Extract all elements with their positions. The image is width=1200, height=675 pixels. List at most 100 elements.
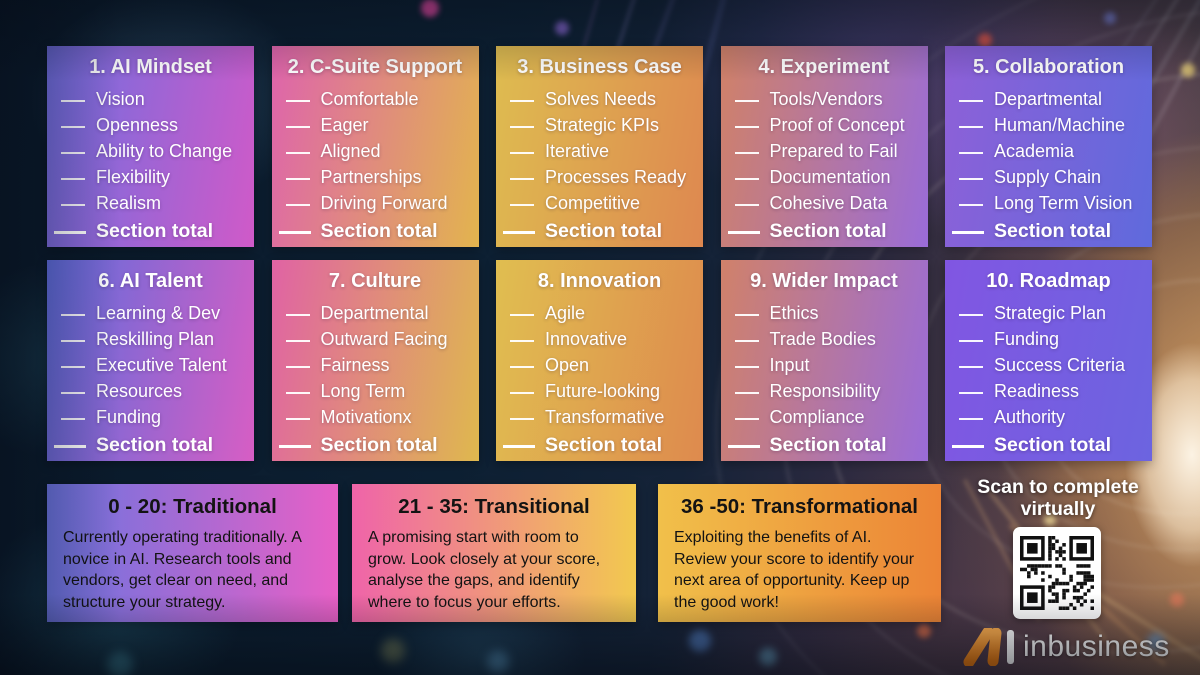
section-total-blank[interactable] — [54, 445, 86, 448]
section-total-blank[interactable] — [503, 445, 535, 448]
score-band-3: 36 -50: Transformational Exploiting the … — [658, 484, 941, 622]
section-total-blank[interactable] — [952, 231, 984, 234]
score-blank[interactable] — [959, 418, 983, 420]
checklist-item-label: Competitive — [545, 193, 641, 213]
checklist-item-label: Readiness — [994, 381, 1080, 401]
score-blank[interactable] — [959, 126, 983, 128]
checklist-item: Funding — [959, 326, 1152, 352]
section-total-blank[interactable] — [727, 445, 760, 448]
section-items: Strategic Plan Funding Success Criteria … — [945, 300, 1152, 430]
score-blank[interactable] — [734, 100, 759, 102]
section-title: 1. AI Mindset — [89, 56, 212, 78]
score-blank[interactable] — [510, 392, 534, 394]
score-blank[interactable] — [61, 100, 85, 102]
section-card-5: 5. Collaboration Departmental Human/Mach… — [945, 46, 1152, 247]
score-blank[interactable] — [61, 314, 85, 316]
score-blank[interactable] — [510, 100, 534, 102]
score-blank[interactable] — [285, 366, 310, 368]
section-total-label: Section total — [96, 220, 214, 242]
score-band-description: Exploiting the benefits of AI. Review yo… — [674, 529, 915, 611]
section-total-blank[interactable] — [727, 231, 760, 234]
score-blank[interactable] — [959, 366, 983, 368]
section-card-7: 7. Culture Departmental Outward Facing F… — [271, 260, 479, 461]
score-blank[interactable] — [510, 366, 534, 368]
score-blank[interactable] — [734, 126, 759, 128]
score-blank[interactable] — [510, 178, 534, 180]
section-total-label: Section total — [769, 220, 887, 242]
score-blank[interactable] — [285, 204, 310, 206]
score-blank[interactable] — [734, 366, 759, 368]
score-blank[interactable] — [734, 418, 759, 420]
section-total-label: Section total — [320, 434, 438, 456]
section-total-blank[interactable] — [278, 231, 311, 234]
section-total-label: Section total — [320, 220, 438, 242]
score-blank[interactable] — [510, 418, 534, 420]
score-blank[interactable] — [61, 152, 85, 154]
score-blank[interactable] — [61, 418, 85, 420]
score-blank[interactable] — [510, 314, 534, 316]
checklist-item-label: Processes Ready — [545, 167, 687, 187]
score-blank[interactable] — [734, 204, 759, 206]
section-card-8: 8. Innovation Agile Innovative Open Futu… — [496, 260, 703, 461]
score-blank[interactable] — [510, 152, 534, 154]
section-total-blank[interactable] — [503, 231, 535, 234]
checklist-item-label: Strategic KPIs — [545, 115, 660, 135]
score-blank[interactable] — [959, 204, 983, 206]
score-blank[interactable] — [285, 126, 310, 128]
score-blank[interactable] — [510, 204, 534, 206]
score-blank[interactable] — [734, 152, 759, 154]
checklist-item: Trade Bodies — [734, 326, 928, 352]
section-total-row: Section total — [272, 218, 479, 245]
checklist-item: Cohesive Data — [734, 190, 928, 216]
section-total-row: Section total — [47, 432, 254, 459]
score-blank[interactable] — [61, 392, 85, 394]
checklist-item-label: Transformative — [545, 407, 665, 427]
score-blank[interactable] — [285, 152, 310, 154]
score-blank[interactable] — [285, 100, 310, 102]
checklist-item-label: Executive Talent — [96, 355, 227, 375]
score-band-title: 21 - 35: Transitional — [398, 495, 590, 518]
score-blank[interactable] — [959, 152, 983, 154]
score-blank[interactable] — [61, 204, 85, 206]
score-blank[interactable] — [510, 126, 534, 128]
section-items: Ethics Trade Bodies Input Responsibility… — [721, 300, 928, 430]
section-total-blank[interactable] — [952, 445, 984, 448]
score-blank[interactable] — [959, 340, 983, 342]
score-blank[interactable] — [734, 340, 759, 342]
checklist-item-label: Aligned — [320, 141, 381, 161]
checklist-item: Ethics — [734, 300, 928, 326]
checklist-item: Input — [734, 352, 928, 378]
score-blank[interactable] — [61, 178, 85, 180]
section-title: 5. Collaboration — [972, 56, 1125, 78]
checklist-item: Tools/Vendors — [734, 86, 928, 112]
score-blank[interactable] — [510, 340, 534, 342]
score-blank[interactable] — [734, 178, 759, 180]
score-blank[interactable] — [285, 178, 310, 180]
score-blank[interactable] — [734, 314, 759, 316]
checklist-item: Academia — [959, 138, 1152, 164]
checklist-item-label: Proof of Concept — [769, 115, 905, 135]
score-blank[interactable] — [61, 366, 85, 368]
score-blank[interactable] — [959, 178, 983, 180]
score-blank[interactable] — [61, 340, 85, 342]
section-items: Vision Openness Ability to Change Flexib… — [47, 86, 254, 216]
score-blank[interactable] — [959, 314, 983, 316]
score-blank[interactable] — [285, 340, 310, 342]
score-blank[interactable] — [285, 314, 310, 316]
score-blank[interactable] — [959, 100, 983, 102]
checklist-item: Flexibility — [61, 164, 254, 190]
score-blank[interactable] — [285, 418, 310, 420]
checklist-item-label: Motivationx — [320, 407, 412, 427]
checklist-item: Documentation — [734, 164, 928, 190]
score-blank[interactable] — [734, 392, 759, 394]
checklist-item-label: Funding — [994, 329, 1060, 349]
section-total-blank[interactable] — [278, 445, 311, 448]
score-blank[interactable] — [959, 392, 983, 394]
section-total-blank[interactable] — [54, 231, 86, 234]
checklist-item-label: Reskilling Plan — [96, 329, 215, 349]
checklist-item: Agile — [510, 300, 703, 326]
checklist-item-label: Agile — [545, 303, 586, 323]
score-blank[interactable] — [61, 126, 85, 128]
score-blank[interactable] — [285, 392, 310, 394]
